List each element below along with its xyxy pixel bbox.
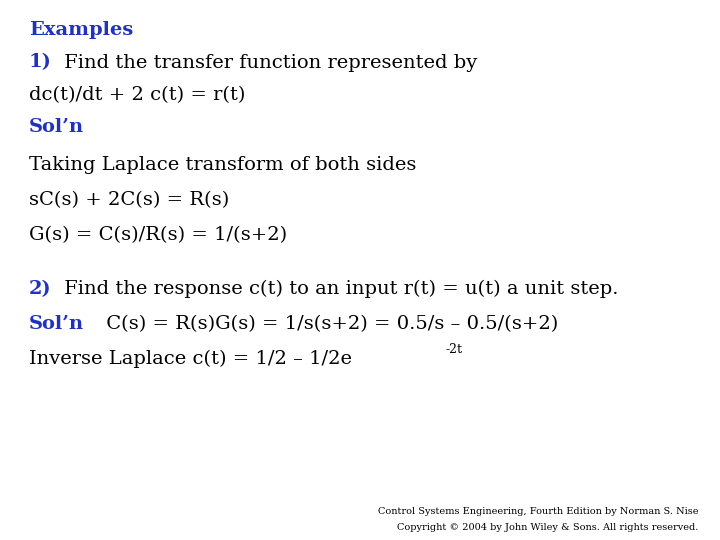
Text: Sol’n: Sol’n [29,315,84,333]
Text: dc(t)/dt + 2 c(t) = r(t): dc(t)/dt + 2 c(t) = r(t) [29,86,246,104]
Text: sC(s) + 2C(s) = R(s): sC(s) + 2C(s) = R(s) [29,191,229,209]
Text: Find the transfer function represented by: Find the transfer function represented b… [58,53,477,71]
Text: Sol’n: Sol’n [29,118,84,136]
Text: G(s) = C(s)/R(s) = 1/(s+2): G(s) = C(s)/R(s) = 1/(s+2) [29,226,287,244]
Text: 1): 1) [29,53,52,71]
Text: Examples: Examples [29,21,133,39]
Text: Inverse Laplace c(t) = 1/2 – 1/2e: Inverse Laplace c(t) = 1/2 – 1/2e [29,350,352,368]
Text: Find the response c(t) to an input r(t) = u(t) a unit step.: Find the response c(t) to an input r(t) … [58,280,618,298]
Text: -2t: -2t [446,342,462,356]
Text: Taking Laplace transform of both sides: Taking Laplace transform of both sides [29,156,416,174]
Text: 2): 2) [29,280,51,298]
Text: Control Systems Engineering, Fourth Edition by Norman S. Nise: Control Systems Engineering, Fourth Edit… [378,507,698,516]
Text: C(s) = R(s)G(s) = 1/s(s+2) = 0.5/s – 0.5/(s+2): C(s) = R(s)G(s) = 1/s(s+2) = 0.5/s – 0.5… [100,315,558,333]
Text: Copyright © 2004 by John Wiley & Sons. All rights reserved.: Copyright © 2004 by John Wiley & Sons. A… [397,523,698,532]
